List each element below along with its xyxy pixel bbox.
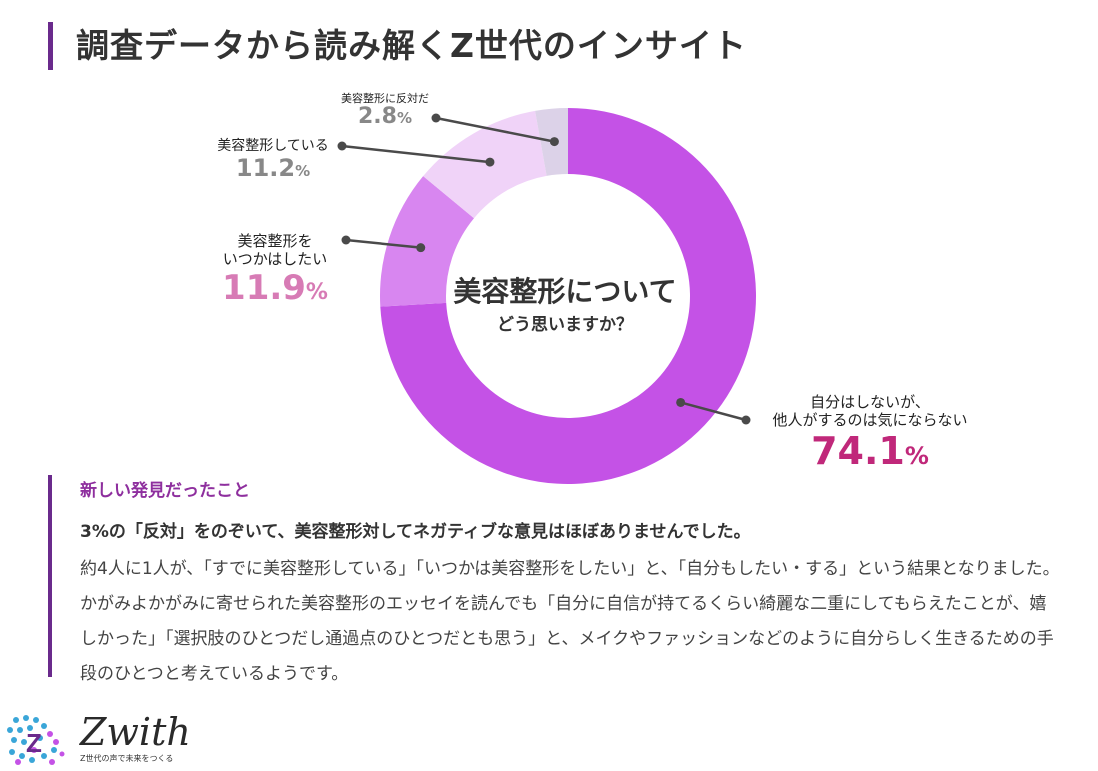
label-ok: 自分はしないが、 他人がするのは気にならない 74.1% (740, 393, 1000, 478)
findings-body: 約4人に1人が、「すでに美容整形している」「いつかは美容整形をしたい」と、「自分… (80, 559, 1060, 684)
findings-accent-bar (48, 475, 52, 677)
findings-lead: 3%の「反対」をのぞいて、美容整形対してネガティブな意見はほぼありませんでした。 (80, 522, 751, 542)
chart-subtitle: どう思いますか？ (497, 315, 633, 335)
zwith-logo-icon: Z (7, 715, 65, 765)
brand-tagline: Z世代の声で未来をつくる (80, 754, 174, 763)
svg-text:Z: Z (26, 728, 42, 758)
leader-dot-ok-start (676, 397, 686, 407)
leader-line-oppose (435, 116, 555, 143)
label-want-value: 11.9% (222, 268, 328, 308)
donut-chart (337, 108, 756, 484)
slice-want (380, 176, 474, 307)
label-done: 美容整形している 11.2% (214, 138, 332, 185)
label-oppose-value: 2.8% (357, 104, 412, 129)
leader-dot-ok-end (741, 415, 751, 425)
label-ok-text-1: 自分はしないが、 (810, 393, 930, 411)
label-oppose-text: 美容整形に反対だ (341, 92, 429, 105)
label-oppose: 美容整形に反対だ 2.8% (332, 92, 438, 130)
brand-name: Zwith (80, 710, 191, 754)
label-ok-value: 74.1% (811, 429, 929, 473)
label-want-text-2: いつかはしたい (222, 250, 328, 268)
leader-dot-done-end (337, 141, 347, 151)
leader-line-ok (680, 401, 747, 422)
leader-dot-oppose-start (549, 137, 559, 147)
chart-title: 美容整形について (453, 275, 677, 308)
findings-heading: 新しい発見だったこと (80, 481, 250, 501)
label-want-text-1: 美容整形を (237, 232, 313, 250)
leader-line-want (345, 238, 421, 249)
title-accent-bar (48, 22, 53, 70)
label-want: 美容整形を いつかはしたい 11.9% (212, 232, 338, 313)
page-title: 調査データから読み解くZ世代のインサイト (76, 26, 747, 65)
leader-dot-oppose-end (431, 113, 441, 123)
leader-line-done (341, 144, 491, 164)
leader-dot-want-end (341, 235, 351, 245)
leader-dot-done-start (485, 157, 495, 167)
label-done-value: 11.2% (235, 154, 311, 182)
label-ok-text-2: 他人がするのは気にならない (772, 411, 968, 429)
label-done-text: 美容整形している (217, 138, 329, 154)
leader-dot-want-start (416, 243, 426, 253)
slice-done (423, 110, 547, 219)
slice-ok (380, 108, 756, 484)
